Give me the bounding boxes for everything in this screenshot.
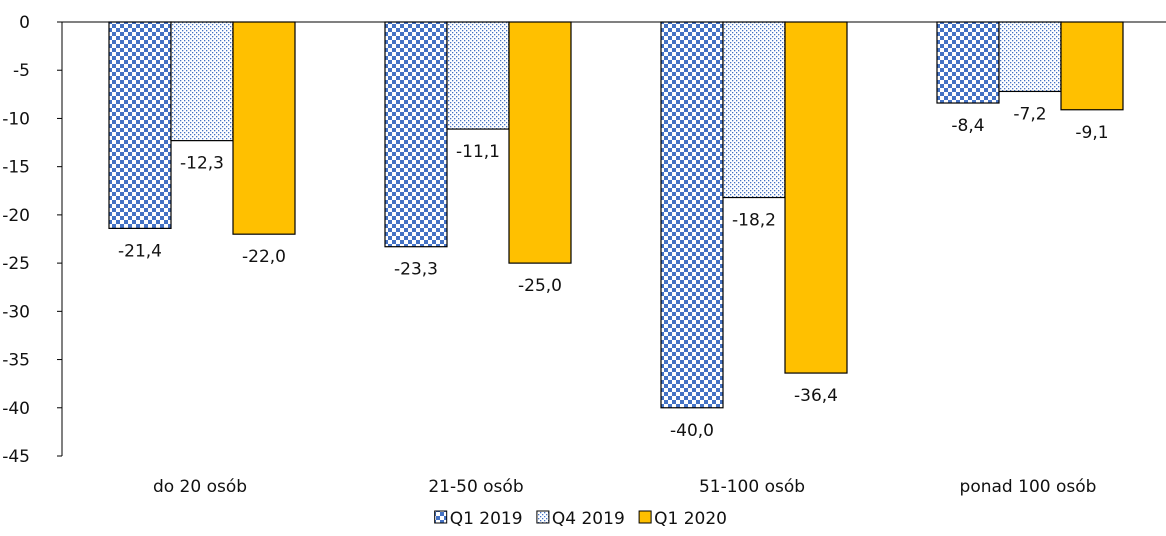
data-label: -36,4 [794, 386, 838, 406]
y-tick-label: -30 [2, 302, 30, 322]
y-tick-label: -20 [2, 206, 30, 226]
y-tick-label: -35 [2, 351, 30, 371]
data-label: -9,1 [1075, 123, 1108, 143]
data-labels: -21,4 -12,3 -22,0 -23,3 -11,1 -25,0 -40,0 -18,2… [118, 104, 1109, 440]
legend-swatch [638, 510, 652, 524]
category-label: 51-100 osób [699, 477, 805, 497]
bar-q1-2020 [508, 21, 572, 264]
data-label: -18,2 [732, 211, 776, 231]
x-axis: do 20 osób 21-50 osób 51-100 osób ponad 100… [62, 21, 1166, 497]
category-label: ponad 100 osób [960, 477, 1097, 497]
bar-q1-2019 [384, 21, 448, 248]
data-label: -21,4 [118, 241, 162, 261]
bar-q4-2019 [170, 21, 234, 142]
category-label: 21-50 osób [428, 477, 523, 497]
y-tick-label: -40 [2, 399, 30, 419]
bar-q1-2020 [232, 21, 296, 235]
bar-q1-2020 [784, 21, 848, 374]
legend-label: Q1 2019 [450, 509, 523, 529]
data-label: -11,1 [456, 142, 500, 162]
legend-label: Q1 2020 [654, 509, 727, 529]
legend: Q1 2019 Q4 2019 Q1 2020 [434, 509, 727, 529]
legend-label: Q4 2019 [552, 509, 625, 529]
y-tick-label: -25 [2, 254, 30, 274]
bar-q4-2019 [998, 21, 1062, 93]
data-label: -23,3 [394, 260, 438, 280]
y-tick-label: 0 [19, 13, 30, 33]
legend-item: Q1 2019 [434, 509, 523, 529]
data-label: -7,2 [1013, 104, 1046, 124]
bar-q1-2019 [660, 21, 724, 409]
bar-q4-2019 [722, 21, 786, 199]
y-tick-label: -10 [2, 109, 30, 129]
category-label: do 20 osób [153, 477, 247, 497]
bar-q1-2019 [936, 21, 1000, 104]
data-label: -25,0 [518, 276, 562, 296]
y-axis: 0 -5 -10 -15 -20 -25 -30 -35 -40 -45 [2, 13, 63, 467]
data-label: -12,3 [180, 154, 224, 174]
bar-q1-2020 [1060, 21, 1124, 111]
bar-q1-2019 [108, 21, 172, 229]
legend-swatch [536, 510, 550, 524]
y-tick-label: -45 [2, 447, 30, 467]
y-tick-label: -5 [13, 61, 30, 81]
legend-item: Q1 2020 [638, 509, 727, 529]
bars [108, 21, 1124, 409]
legend-item: Q4 2019 [536, 509, 625, 529]
data-label: -22,0 [242, 247, 286, 267]
legend-swatch [434, 510, 448, 524]
data-label: -8,4 [951, 116, 984, 136]
y-tick-label: -15 [2, 158, 30, 178]
bar-q4-2019 [446, 21, 510, 130]
data-label: -40,0 [670, 421, 714, 441]
